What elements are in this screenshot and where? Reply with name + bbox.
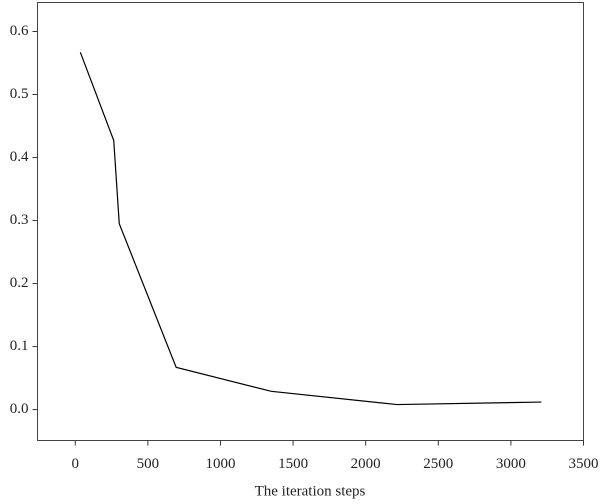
x-tick-label: 2000 xyxy=(351,456,381,472)
x-tick-label: 1000 xyxy=(205,456,235,472)
x-tick-label: 3500 xyxy=(569,456,599,472)
x-tick-label: 0 xyxy=(72,456,80,472)
y-tick-label: 0.4 xyxy=(10,149,29,165)
x-tick-label: 1500 xyxy=(278,456,308,472)
x-tick-label: 2500 xyxy=(423,456,453,472)
x-axis-label: The iteration steps xyxy=(255,483,366,499)
y-tick-label: 0.0 xyxy=(10,401,29,417)
y-tick-label: 0.1 xyxy=(10,338,29,354)
y-tick-label: 0.5 xyxy=(10,86,29,102)
data-line xyxy=(79,52,542,406)
y-tick-label: 0.6 xyxy=(10,23,29,39)
plot-frame xyxy=(37,2,584,441)
x-tick-label: 3000 xyxy=(496,456,526,472)
y-tick-label: 0.3 xyxy=(10,212,29,228)
y-tick-label: 0.2 xyxy=(10,275,29,291)
x-tick-label: 500 xyxy=(137,456,160,472)
